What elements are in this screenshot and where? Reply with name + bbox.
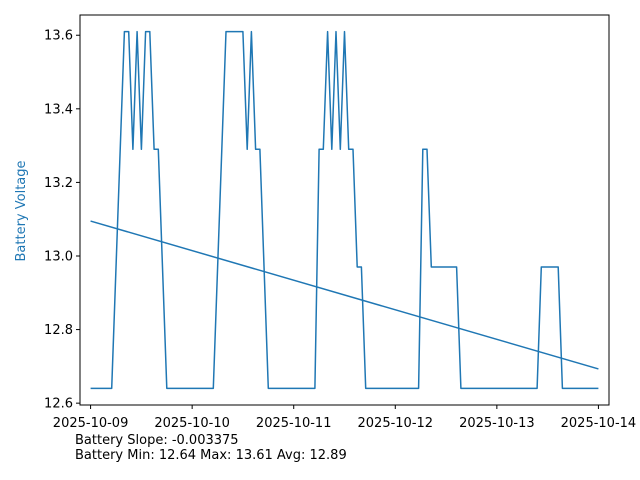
x-axis: 2025-10-09 2025-10-10 2025-10-11 2025-10-12… <box>53 405 636 431</box>
battery-voltage-line <box>90 30 599 390</box>
y-axis: 12.6 12.8 13.0 13.2 13.4 13.6 <box>44 29 80 412</box>
y-tick-label: 13.4 <box>44 102 73 117</box>
plot-area <box>79 14 610 406</box>
x-tick-label: 2025-10-13 <box>459 416 535 431</box>
x-tick-label: 2025-10-14 <box>561 416 637 431</box>
y-tick-label: 12.8 <box>44 323 73 338</box>
battery-summary-text: Battery Min: 12.64 Max: 13.61 Avg: 12.89 <box>75 448 347 463</box>
stats-annotation: Battery Slope: -0.003375 Battery Min: 12… <box>75 433 347 463</box>
battery-slope-text: Battery Slope: -0.003375 <box>75 433 239 448</box>
x-tick-label: 2025-10-10 <box>154 416 230 431</box>
x-tick-label: 2025-10-12 <box>358 416 434 431</box>
y-tick-label: 13.2 <box>44 176 73 191</box>
series-layer <box>90 30 599 390</box>
y-tick-label: 12.6 <box>44 397 73 412</box>
y-axis-label: Battery Voltage <box>14 160 29 261</box>
x-tick-label: 2025-10-09 <box>53 416 129 431</box>
x-tick-label: 2025-10-11 <box>256 416 332 431</box>
y-tick-label: 13.0 <box>44 249 73 264</box>
y-tick-label: 13.6 <box>44 29 73 44</box>
trend-line <box>90 220 599 370</box>
